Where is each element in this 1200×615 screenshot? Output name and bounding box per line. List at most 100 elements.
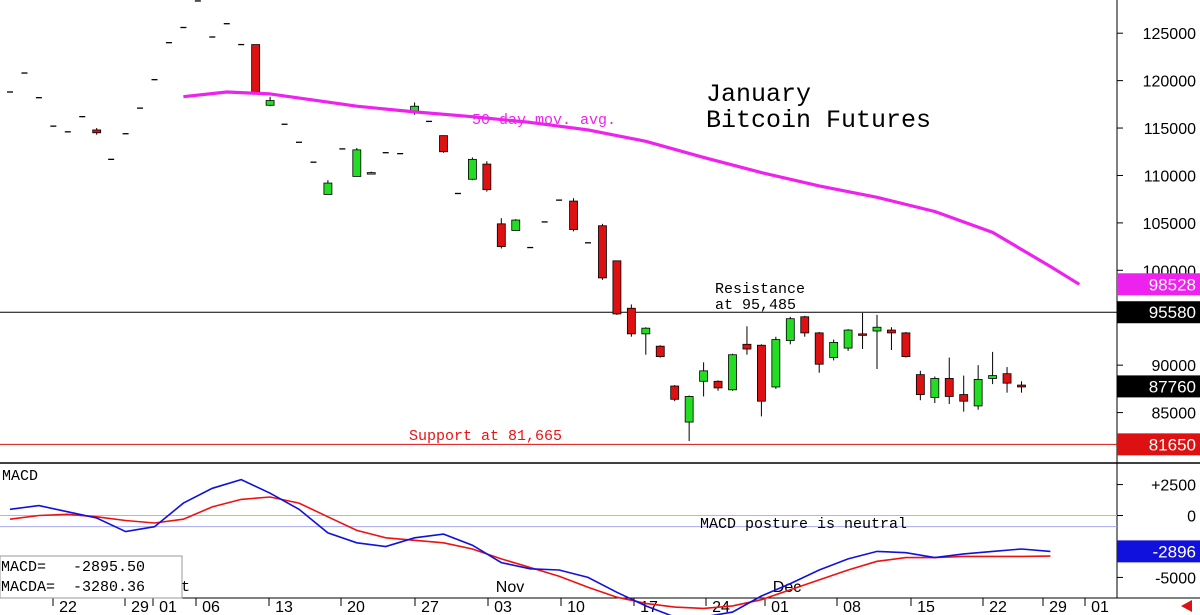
candles <box>7 0 1026 442</box>
badge-last: 87760 <box>1149 377 1196 396</box>
scroll-left-arrow-icon[interactable] <box>1181 600 1192 612</box>
price-tick-label: 105000 <box>1143 216 1196 233</box>
moving-average <box>183 90 1081 286</box>
candle-body <box>713 380 723 389</box>
macd-tick-label: 0 <box>1187 509 1196 526</box>
candle-body <box>901 332 911 358</box>
candle-body <box>626 307 636 335</box>
price-tick-label: 120000 <box>1143 74 1196 91</box>
date-tick-label: 29 <box>1049 599 1067 615</box>
month-label: Nov <box>496 579 524 596</box>
date-tick-label: 27 <box>421 599 439 615</box>
candle-body <box>757 344 766 402</box>
candle-body <box>1002 373 1012 384</box>
support-annotation: Support at 81,665 <box>409 428 562 445</box>
candle-body <box>829 341 839 358</box>
badge-bg-resistance <box>1117 301 1200 324</box>
candle-body <box>814 332 824 365</box>
macd-readout: MACD= -2895.50 <box>1 559 145 576</box>
date-tick-label: 15 <box>917 599 935 615</box>
candle-body <box>612 260 622 315</box>
candle-body <box>872 326 882 332</box>
candle-body <box>944 378 954 397</box>
candle-body <box>858 333 867 336</box>
candle-body <box>728 354 737 391</box>
readout-extra: t <box>181 579 190 596</box>
resistance-annotation-line2: at 95,485 <box>715 297 796 314</box>
candle-body <box>988 375 997 379</box>
candle-body <box>887 329 896 334</box>
date-tick-label: 03 <box>494 599 512 615</box>
date-tick-label: 01 <box>771 599 789 615</box>
candle-body <box>598 225 607 279</box>
macd-lines <box>9 478 1051 615</box>
price-axis-ticks: 1250001200001150001100001050001000009000… <box>1117 26 1197 423</box>
candle-body <box>482 163 492 191</box>
candle-body <box>251 44 261 93</box>
date-tick-label: 29 <box>131 599 149 615</box>
price-tick-label: 115000 <box>1144 121 1196 138</box>
price-tick-label: 90000 <box>1152 358 1197 375</box>
candle-body <box>655 345 665 358</box>
candle-body <box>496 223 506 247</box>
macd-readout-box <box>0 555 183 599</box>
date-tick-label: 06 <box>202 599 220 615</box>
price-tick-label: 85000 <box>1152 406 1197 423</box>
candle-body <box>467 158 477 180</box>
price-badges: 98528 95580 87760 81650 -2896 <box>1117 273 1200 563</box>
candle-body <box>959 394 969 402</box>
candle-body <box>973 378 983 407</box>
chart-title-line1: January <box>706 80 811 109</box>
price-tick-label: 125000 <box>1143 26 1196 43</box>
candle-body <box>785 318 795 341</box>
candle-body <box>670 385 680 400</box>
candle-body <box>684 396 694 423</box>
macd-tick-label: -5000 <box>1155 570 1196 587</box>
month-label: Dec <box>773 579 801 596</box>
candle-body <box>771 339 781 388</box>
candle-body <box>323 182 333 195</box>
candle-body <box>352 149 362 177</box>
price-tick-label: 110000 <box>1144 168 1196 185</box>
candle-body <box>742 343 752 350</box>
badge-support: 81650 <box>1149 435 1196 454</box>
candle-body <box>366 172 376 175</box>
badge-bg-ma_last <box>1117 273 1200 296</box>
candle-body <box>641 327 651 335</box>
candle-body <box>930 378 940 398</box>
date-tick-label: 22 <box>989 599 1007 615</box>
date-tick-label: 20 <box>347 599 365 615</box>
candle-body <box>569 200 578 230</box>
date-tick-label: 08 <box>843 599 861 615</box>
ma-annotation: 50-day mov. avg. <box>472 112 616 129</box>
candle-body <box>699 370 708 382</box>
candle-body <box>915 374 925 395</box>
badge-macd_last: -2896 <box>1153 542 1196 561</box>
badge-ma_last: 98528 <box>1149 275 1196 294</box>
badge-bg-support <box>1117 433 1200 456</box>
candle-body <box>439 135 448 153</box>
date-tick-label: 10 <box>567 599 585 615</box>
date-tick-label: 01 <box>159 599 177 615</box>
badge-bg-last <box>1117 375 1200 398</box>
macd-tick-label: +2500 <box>1151 478 1196 495</box>
date-tick-label: 13 <box>275 599 293 615</box>
ma-line <box>183 90 1081 286</box>
macd-title: MACD <box>2 468 38 485</box>
level-lines <box>0 311 1117 445</box>
candle-body <box>92 129 102 134</box>
candle-body <box>265 100 275 106</box>
macd-line <box>9 478 1051 615</box>
macd-posture-annotation: MACD posture is neutral <box>700 516 907 533</box>
macda-readout: MACDA= -3280.36 <box>1 579 145 596</box>
date-tick-label: 22 <box>59 599 77 615</box>
chart-title-line2: Bitcoin Futures <box>706 106 931 135</box>
candle-body <box>1017 384 1026 388</box>
badge-resistance: 95580 <box>1149 303 1196 322</box>
macda-line <box>9 496 1051 610</box>
candle-body <box>843 329 853 349</box>
candle-body <box>800 316 810 334</box>
date-tick-label: 01 <box>1091 599 1109 615</box>
